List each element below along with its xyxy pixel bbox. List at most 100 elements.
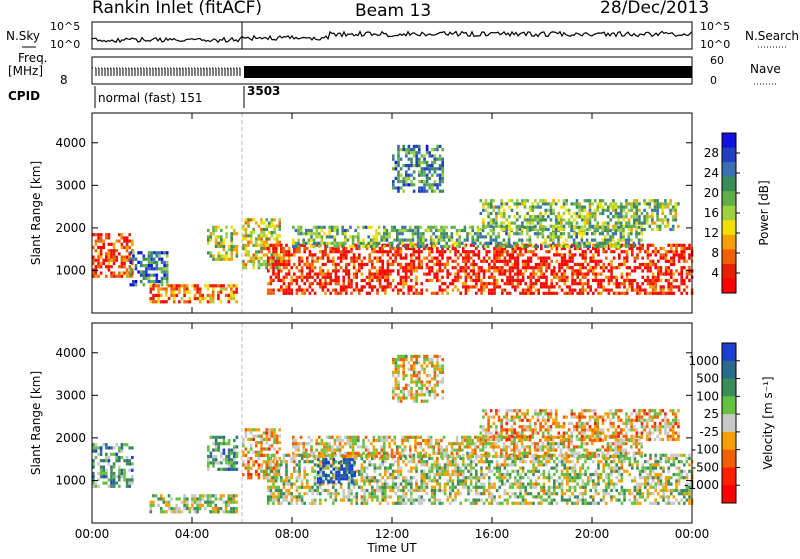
- nave-label: Nave: [750, 62, 781, 76]
- heatmap-cell: [191, 504, 194, 507]
- heatmap-cell: [440, 232, 443, 235]
- heatmap-cell: [675, 244, 678, 247]
- heatmap-cell: [402, 460, 405, 463]
- heatmap-cell: [268, 221, 271, 224]
- heatmap-cell: [183, 291, 186, 294]
- heatmap-cell: [305, 242, 308, 245]
- heatmap-cell: [617, 226, 620, 229]
- heatmap-cell: [332, 499, 335, 502]
- heatmap-cell: [110, 265, 113, 268]
- heatmap-cell: [610, 289, 613, 292]
- heatmap-cell: [475, 479, 478, 482]
- heatmap-cell: [196, 497, 199, 500]
- heatmap-cell: [220, 284, 223, 287]
- heatmap-cell: [452, 266, 455, 269]
- heatmap-cell: [475, 483, 478, 486]
- heatmap-cell: [519, 489, 522, 492]
- heatmap-cell: [521, 202, 524, 205]
- heatmap-cell: [584, 257, 587, 260]
- heatmap-cell: [379, 479, 382, 482]
- heatmap-cell: [250, 218, 253, 221]
- heatmap-cell: [100, 256, 103, 259]
- heatmap-cell: [267, 460, 270, 463]
- colorbar-segment: [722, 220, 736, 235]
- heatmap-cell: [454, 460, 457, 463]
- heatmap-cell: [592, 269, 595, 272]
- heatmap-cell: [236, 436, 239, 439]
- heatmap-cell: [597, 263, 600, 266]
- heatmap-cell: [212, 436, 215, 439]
- heatmap-cell: [534, 199, 537, 202]
- heatmap-cell: [355, 276, 358, 279]
- heatmap-cell: [202, 494, 205, 497]
- heatmap-cell: [526, 212, 529, 215]
- heatmap-cell: [415, 154, 418, 157]
- heatmap-cell: [431, 167, 434, 170]
- heatmap-cell: [220, 468, 223, 471]
- heatmap-cell: [565, 222, 568, 225]
- heatmap-cell: [451, 226, 454, 229]
- heatmap-cell: [444, 289, 447, 292]
- heatmap-cell: [376, 499, 379, 502]
- heatmap-cell: [584, 470, 587, 473]
- heatmap-cell: [189, 297, 192, 300]
- heatmap-cell: [410, 266, 413, 269]
- heatmap-cell: [252, 460, 255, 463]
- heatmap-cell: [361, 260, 364, 263]
- nave-ticks: [96, 68, 240, 76]
- heatmap-cell: [586, 215, 589, 218]
- heatmap-cell: [285, 460, 288, 463]
- heatmap-cell: [290, 289, 293, 292]
- heatmap-cell: [235, 501, 238, 504]
- heatmap-cell: [405, 263, 408, 266]
- heatmap-cell: [646, 212, 649, 215]
- heatmap-cell: [480, 260, 483, 263]
- heatmap-cell: [420, 499, 423, 502]
- heatmap-cell: [271, 231, 274, 234]
- heatmap-cell: [686, 292, 689, 295]
- heatmap-cell: [540, 463, 543, 466]
- heatmap-cell: [322, 257, 325, 260]
- heatmap-cell: [586, 239, 589, 242]
- heatmap-cell: [113, 262, 116, 265]
- heatmap-cell: [613, 486, 616, 489]
- heatmap-cell: [434, 154, 437, 157]
- heatmap-cell: [677, 225, 680, 228]
- heatmap-cell: [370, 245, 373, 248]
- heatmap-cell: [415, 257, 418, 260]
- heatmap-cell: [647, 279, 650, 282]
- heatmap-cell: [670, 257, 673, 260]
- heatmap-cell: [578, 229, 581, 232]
- heatmap-cell: [563, 260, 566, 263]
- heatmap-cell: [383, 245, 386, 248]
- heatmap-cell: [321, 235, 324, 238]
- heatmap-cell: [622, 235, 625, 238]
- heatmap-cell: [620, 209, 623, 212]
- heatmap-cell: [324, 250, 327, 253]
- heatmap-cell: [588, 242, 591, 245]
- heatmap-cell: [673, 260, 676, 263]
- heatmap-cell: [536, 245, 539, 248]
- heatmap-cell: [410, 489, 413, 492]
- heatmap-cell: [621, 276, 624, 279]
- heatmap-cell: [376, 483, 379, 486]
- heatmap-cell: [306, 273, 309, 276]
- heatmap-cell: [583, 242, 586, 245]
- heatmap-cell: [415, 250, 418, 253]
- heatmap-cell: [508, 242, 511, 245]
- heatmap-cell: [600, 266, 603, 269]
- heatmap-cell: [212, 465, 215, 468]
- heatmap-cell: [278, 221, 281, 224]
- heatmap-cell: [436, 292, 439, 295]
- heatmap-cell: [270, 463, 273, 466]
- heatmap-cell: [347, 229, 350, 232]
- heatmap-cell: [458, 229, 461, 232]
- heatmap-cell: [108, 259, 111, 262]
- heatmap-cell: [186, 501, 189, 504]
- heatmap-cell: [392, 502, 395, 505]
- heatmap-cell: [260, 257, 263, 260]
- heatmap-cell: [607, 232, 610, 235]
- heatmap-cell: [233, 248, 236, 251]
- heatmap-cell: [217, 291, 220, 294]
- heatmap-cell: [196, 501, 199, 504]
